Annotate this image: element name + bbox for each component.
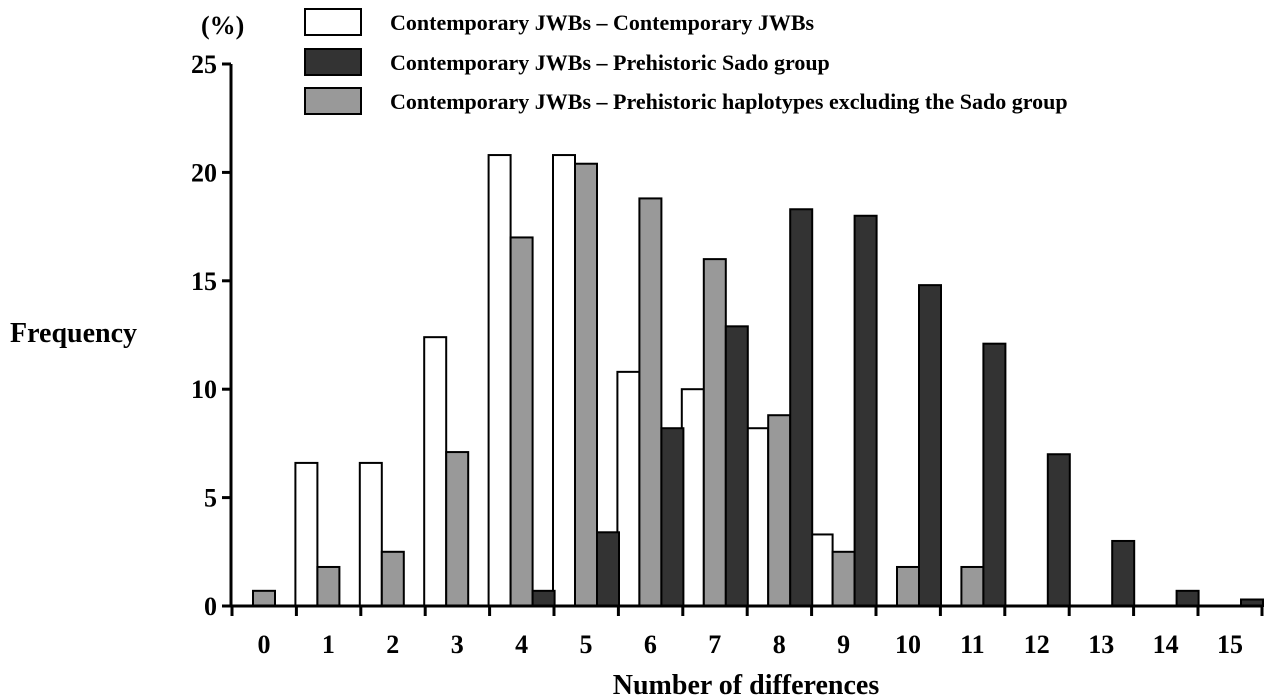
bar [358,461,383,607]
legend-swatch [304,87,362,115]
x-tick-label: 14 [1153,630,1179,659]
x-tick-label: 8 [773,630,786,659]
bar [252,589,276,607]
x-tick-label: 12 [1024,630,1050,659]
bar [982,342,1007,607]
y-tick-label: 5 [204,484,217,513]
bars [252,154,1264,608]
y-unit-label: (%) [201,11,244,40]
bar [445,451,470,607]
bar [767,414,792,607]
bar [896,565,920,608]
legend-swatch [304,8,362,36]
bar [596,531,620,608]
bar [789,208,814,607]
bar [638,197,663,608]
x-tick-label: 1 [322,630,335,659]
x-tick-label: 15 [1217,630,1243,659]
bar [1046,453,1071,607]
bar [724,325,749,607]
bar [316,565,341,608]
bar [380,550,405,607]
legend-label: Contemporary JWBs – Contemporary JWBs [390,10,815,35]
legend-swatch [304,48,362,76]
x-tick-label: 10 [895,630,921,659]
y-axis-label: Frequency [10,318,137,349]
x-tick-label: 11 [960,630,985,659]
x-tick-label: 0 [258,630,271,659]
bar [1175,589,1200,607]
bar [660,427,685,607]
bar [680,388,705,608]
x-tick-label: 2 [386,630,399,659]
x-axis-ticks: 0 1 2 3 4 5 6 7 8 9 10 11 12 13 14 15 [230,606,1264,659]
bar [552,154,576,607]
bar [809,533,834,607]
y-tick-label: 20 [191,158,217,187]
bar [487,154,512,607]
x-tick-label: 3 [451,630,464,659]
bar [616,370,641,607]
bar [960,565,985,608]
x-tick-label: 6 [644,630,657,659]
x-tick-label: 13 [1088,630,1114,659]
y-tick-label: 15 [191,267,217,296]
bar [853,214,878,607]
x-tick-label: 9 [837,630,850,659]
bar [574,162,598,607]
y-tick-label: 0 [204,592,217,621]
bar [509,236,534,607]
x-tick-label: 5 [580,630,593,659]
x-tick-label: 7 [708,630,721,659]
bar [831,550,856,607]
y-tick-label: 10 [191,375,217,404]
legend: Contemporary JWBs – Contemporary JWBs Con… [304,8,1068,115]
bar [294,461,319,607]
legend-label: Contemporary JWBs – Prehistoric Sado gro… [390,50,830,75]
bar [423,336,448,607]
bar [531,589,556,607]
x-axis-label: Number of differences [613,670,880,698]
y-tick-label: 25 [191,50,217,79]
legend-label: Contemporary JWBs – Prehistoric haplotyp… [390,89,1068,114]
x-tick-label: 4 [515,630,528,659]
bar [702,258,727,607]
bar [918,284,942,607]
bar [745,427,770,607]
bar [1111,539,1136,608]
y-axis-ticks: 0 5 10 15 20 25 [191,50,231,621]
